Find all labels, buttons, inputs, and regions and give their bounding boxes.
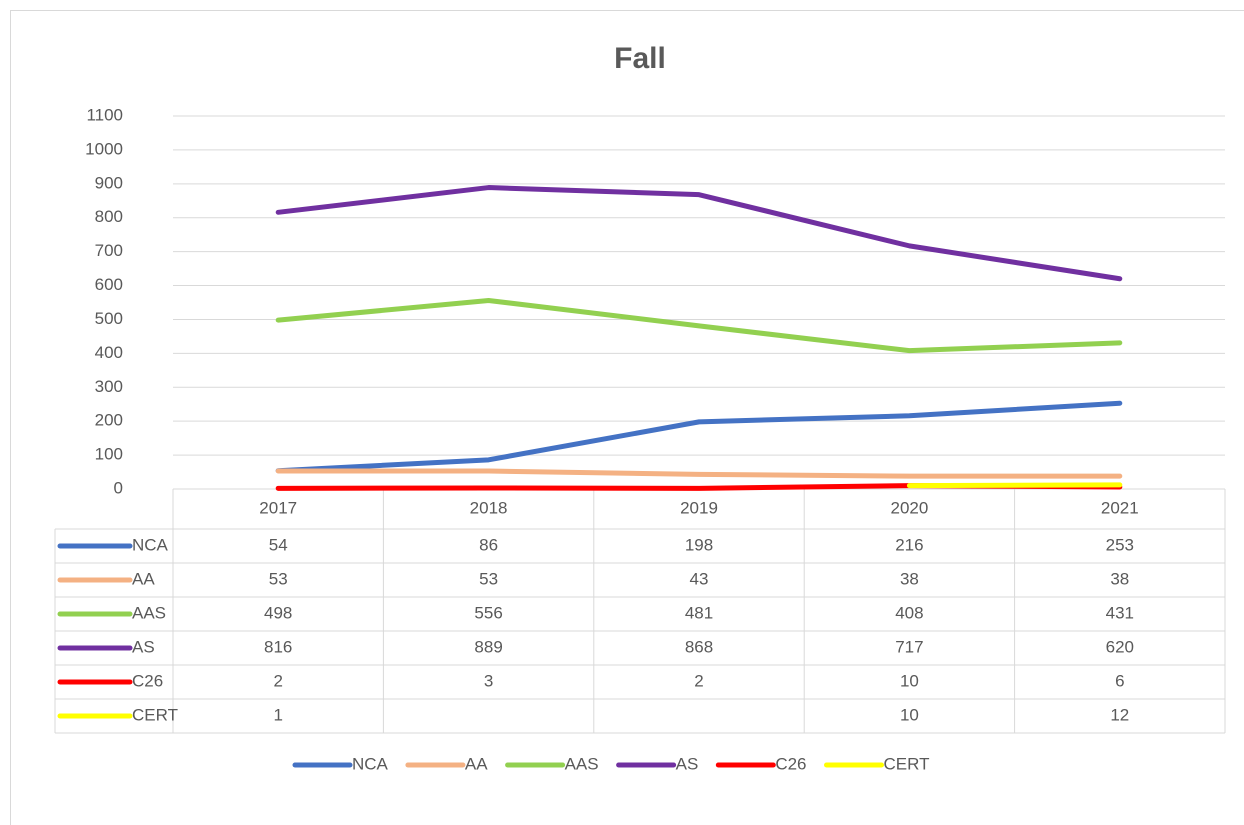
table-row-label: AAS <box>132 603 166 622</box>
table-value: 6 <box>1115 671 1124 690</box>
table-value: 10 <box>900 671 919 690</box>
y-tick-label: 900 <box>95 173 123 192</box>
y-tick-label: 0 <box>114 478 123 497</box>
table-value: 620 <box>1106 637 1134 656</box>
x-tick-label: 2018 <box>470 498 508 517</box>
x-tick-label: 2019 <box>680 498 718 517</box>
y-tick-label: 600 <box>95 275 123 294</box>
table-value: 53 <box>479 569 498 588</box>
table-value: 717 <box>895 637 923 656</box>
y-tick-label: 300 <box>95 377 123 396</box>
table-row-label: AS <box>132 637 155 656</box>
y-tick-label: 100 <box>95 445 123 464</box>
chart-title: Fall <box>614 42 666 75</box>
series-line <box>906 482 1123 489</box>
table-value: 556 <box>474 603 502 622</box>
x-tick-label: 2020 <box>890 498 928 517</box>
table-value: 3 <box>484 671 493 690</box>
table-value: 53 <box>269 569 288 588</box>
table-value: 10 <box>900 705 919 724</box>
legend-label: AS <box>676 754 699 773</box>
y-tick-label: 1100 <box>86 105 123 124</box>
table-row-label: AA <box>132 569 155 588</box>
series-line <box>275 468 1123 479</box>
table-value: 216 <box>895 535 923 554</box>
table-value: 12 <box>1110 705 1129 724</box>
y-tick-label: 1000 <box>85 139 123 158</box>
table-value: 2 <box>273 671 282 690</box>
table-value: 408 <box>895 603 923 622</box>
table-value: 198 <box>685 535 713 554</box>
y-tick-label: 400 <box>95 343 123 362</box>
y-tick-label: 700 <box>95 241 123 260</box>
table-value: 1 <box>273 705 282 724</box>
table-value: 86 <box>479 535 498 554</box>
table-value: 38 <box>1110 569 1129 588</box>
table-value: 816 <box>264 637 292 656</box>
table-value: 498 <box>264 603 292 622</box>
series-line <box>275 297 1123 354</box>
x-tick-label: 2017 <box>259 498 297 517</box>
y-tick-label: 200 <box>95 411 123 430</box>
legend-label: C26 <box>775 754 806 773</box>
x-tick-label: 2021 <box>1101 498 1139 517</box>
table-value: 54 <box>269 535 288 554</box>
table-value: 253 <box>1106 535 1134 554</box>
series-line <box>275 400 1123 474</box>
table-row-label: CERT <box>132 705 178 724</box>
series-line <box>275 185 1123 282</box>
table-value: 38 <box>900 569 919 588</box>
table-row-label: C26 <box>132 671 163 690</box>
legend-label: CERT <box>884 754 930 773</box>
table-value: 481 <box>685 603 713 622</box>
chart-border <box>10 10 1244 825</box>
legend-label: AAS <box>565 754 599 773</box>
table-value: 889 <box>474 637 502 656</box>
table-row-label: NCA <box>132 535 169 554</box>
table-value: 868 <box>685 637 713 656</box>
y-tick-label: 500 <box>95 309 123 328</box>
table-value: 431 <box>1106 603 1134 622</box>
legend-label: AA <box>465 754 488 773</box>
legend-label: NCA <box>352 754 389 773</box>
y-tick-label: 800 <box>95 207 123 226</box>
table-value: 43 <box>690 569 709 588</box>
table-value: 2 <box>694 671 703 690</box>
